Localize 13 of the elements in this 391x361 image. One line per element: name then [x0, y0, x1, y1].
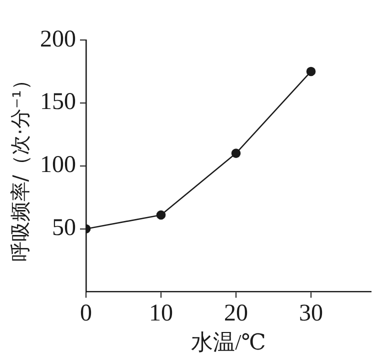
y-tick-label: 50: [52, 215, 76, 242]
x-axis-title: 水温/℃: [191, 330, 266, 355]
point: [231, 148, 241, 158]
point: [156, 210, 166, 220]
x-tick-label: 10: [149, 300, 173, 326]
x-tick-label: 20: [224, 300, 248, 326]
x-tick-label: 0: [80, 300, 92, 326]
y-tick-label: 150: [40, 89, 76, 116]
y-tick-label: 100: [40, 152, 76, 178]
y-tick-label: 200: [40, 26, 76, 52]
y-axis-title: 呼吸频率/（次·分⁻¹）: [8, 70, 32, 262]
x-tick-label: 30: [299, 300, 323, 326]
point: [306, 66, 316, 76]
